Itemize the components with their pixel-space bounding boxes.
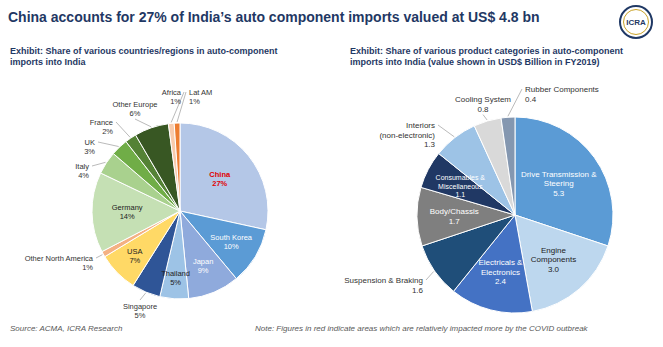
svg-text:South Korea10%: South Korea10% xyxy=(210,233,253,251)
html-text:Exhibit: Share of various coun: Exhibit: Share of various countries/regi… xyxy=(10,46,278,67)
svg-text:Italy4%: Italy4% xyxy=(75,162,89,180)
svg-text:China27%: China27% xyxy=(209,170,231,188)
svg-text:Consumables &Miscellaneous1.1: Consumables &Miscellaneous1.1 xyxy=(436,174,486,198)
html-text:China accounts for 27% of Indi: China accounts for 27% of India’s auto c… xyxy=(8,9,540,25)
svg-text:Suspension & Braking1.6: Suspension & Braking1.6 xyxy=(344,276,423,295)
svg-text:Body/Chassis1.7: Body/Chassis1.7 xyxy=(430,207,479,226)
html-text:Exhibit: Share of various prod: Exhibit: Share of various product catego… xyxy=(350,46,623,67)
svg-text:Other Europe6%: Other Europe6% xyxy=(112,100,157,118)
svg-text:Lat AM1%: Lat AM1% xyxy=(189,88,212,106)
svg-text:Other North America1%: Other North America1% xyxy=(25,254,94,272)
svg-text:Japan9%: Japan9% xyxy=(193,257,213,275)
svg-text:Electricals &Electronics2.4: Electricals &Electronics2.4 xyxy=(478,258,523,286)
svg-text:Singapore5%: Singapore5% xyxy=(123,302,157,320)
svg-text:Thailand5%: Thailand5% xyxy=(161,269,190,287)
svg-text:Cooling System0.8: Cooling System0.8 xyxy=(455,95,511,114)
svg-text:EngineComponents3.0: EngineComponents3.0 xyxy=(531,246,576,274)
html-text:Note: Figures in red indicate: Note: Figures in red indicate areas whic… xyxy=(255,324,588,333)
svg-text:USA7%: USA7% xyxy=(127,247,142,265)
svg-text:Africa1%: Africa1% xyxy=(162,88,182,106)
svg-text:UK3%: UK3% xyxy=(84,138,95,156)
svg-text:Drive Transmission &Steering5.: Drive Transmission &Steering5.3 xyxy=(521,170,597,198)
svg-text:Germany14%: Germany14% xyxy=(112,203,143,221)
svg-text:Rubber Components0.4: Rubber Components0.4 xyxy=(525,85,599,104)
svg-text:ICRA: ICRA xyxy=(626,18,646,27)
html-text:Source: ACMA, ICRA Research: Source: ACMA, ICRA Research xyxy=(10,324,123,333)
svg-text:France2%: France2% xyxy=(90,118,114,136)
svg-text:Interiors(non-electronic)1.3: Interiors(non-electronic)1.3 xyxy=(379,121,435,149)
